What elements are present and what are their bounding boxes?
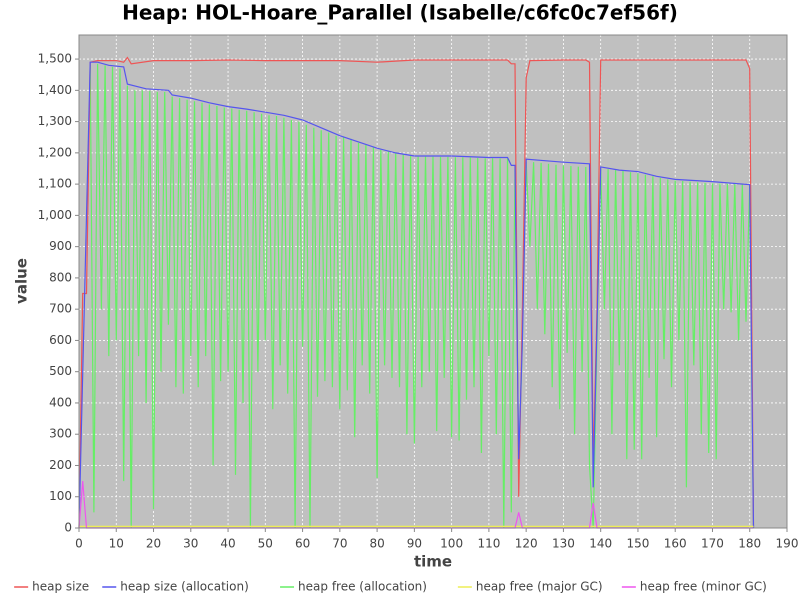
x-tick-label: 70 — [332, 537, 347, 551]
legend-label: heap free (allocation) — [298, 580, 427, 594]
y-tick-label: 500 — [49, 364, 72, 378]
x-tick-label: 130 — [552, 537, 575, 551]
x-tick-label: 170 — [701, 537, 724, 551]
y-tick-label: 200 — [49, 458, 72, 472]
y-tick-label: 400 — [49, 395, 72, 409]
x-axis-label: time — [414, 553, 452, 571]
x-tick-label: 150 — [626, 537, 649, 551]
plot-border — [78, 34, 788, 529]
series-line — [78, 56, 755, 529]
x-tick-label: 160 — [664, 537, 687, 551]
x-tick-label: 90 — [407, 537, 422, 551]
y-tick-label: 1,000 — [38, 208, 72, 222]
y-tick-label: 1,100 — [38, 177, 72, 191]
y-tick-label: 100 — [49, 489, 72, 503]
y-tick-label: 700 — [49, 302, 72, 316]
series-line — [78, 61, 755, 529]
x-tick-label: 100 — [440, 537, 463, 551]
x-tick-label: 40 — [220, 537, 235, 551]
y-tick-label: 600 — [49, 333, 72, 347]
chart-title: Heap: HOL-Hoare_Parallel (Isabelle/c6fc0… — [122, 1, 678, 25]
legend-label: heap free (major GC) — [476, 580, 603, 594]
legend-label: heap size — [32, 580, 89, 594]
series-line — [78, 481, 754, 529]
y-tick-label: 0 — [64, 521, 72, 535]
x-tick-label: 180 — [738, 537, 761, 551]
x-tick-label: 120 — [515, 537, 538, 551]
x-tick-label: 190 — [776, 537, 799, 551]
x-tick-label: 80 — [369, 537, 384, 551]
legend-label: heap free (minor GC) — [640, 580, 767, 594]
y-tick-label: 1,400 — [38, 83, 72, 97]
x-tick-label: 10 — [109, 537, 124, 551]
y-tick-label: 1,500 — [38, 52, 72, 66]
x-tick-label: 30 — [183, 537, 198, 551]
x-tick-label: 110 — [477, 537, 500, 551]
x-tick-label: 50 — [258, 537, 273, 551]
y-tick-label: 300 — [49, 427, 72, 441]
x-tick-label: 60 — [295, 537, 310, 551]
y-tick-label: 900 — [49, 239, 72, 253]
x-tick-label: 20 — [146, 537, 161, 551]
legend-label: heap size (allocation) — [120, 580, 249, 594]
y-tick-label: 1,300 — [38, 114, 72, 128]
series-line — [89, 63, 755, 529]
y-axis-label: value — [13, 258, 31, 304]
x-tick-label: 140 — [589, 537, 612, 551]
x-tick-label: 0 — [75, 537, 83, 551]
y-tick-label: 800 — [49, 270, 72, 284]
y-tick-label: 1,200 — [38, 145, 72, 159]
